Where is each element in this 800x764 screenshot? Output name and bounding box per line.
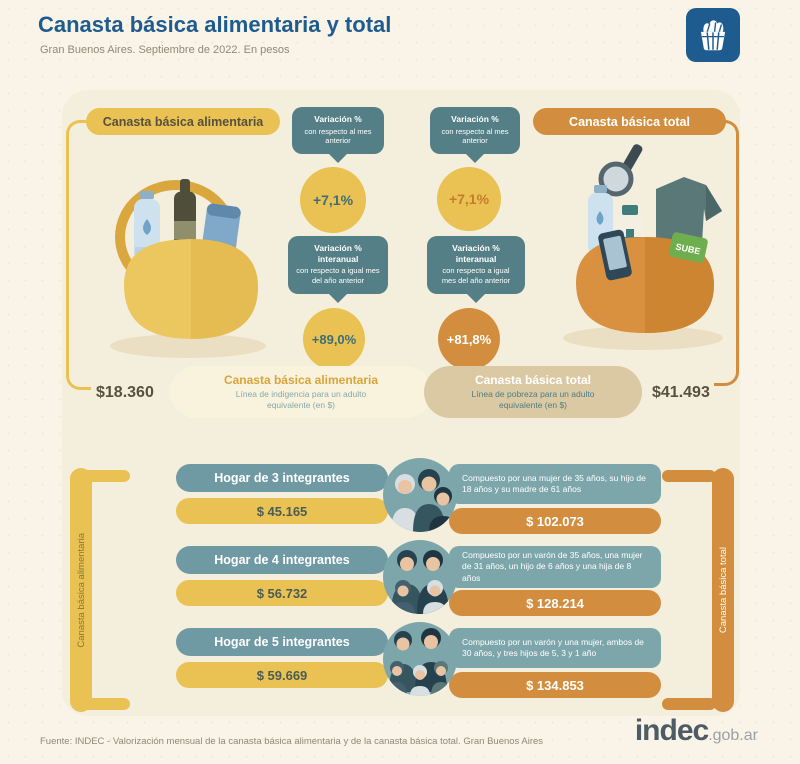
cbt-monthly-variation-bubble: Variación % con respecto al mes anterior xyxy=(430,107,520,155)
household-5-label: Hogar de 5 integrantes xyxy=(176,628,388,656)
food-basket-illustration xyxy=(88,134,288,362)
cba-banner-title: Canasta básica alimentaria xyxy=(223,372,379,387)
total-basket-illustration: SUBE xyxy=(538,126,738,354)
household-3-label: Hogar de 3 integrantes xyxy=(176,464,388,492)
cbt-bracket-stub-bottom xyxy=(662,698,716,710)
variation-label-rest: con respecto a igual mes del año anterio… xyxy=(296,266,380,285)
cba-bracket-stub-bottom xyxy=(80,698,130,710)
shopping-basket-icon xyxy=(700,20,726,51)
cba-monthly-variation-value: +7,1% xyxy=(300,167,366,233)
cbt-banner-title: Canasta básica total xyxy=(474,372,592,387)
page-title: Canasta básica alimentaria y total xyxy=(38,12,392,37)
cba-banner-subtitle: Línea de indigencia para un adulto equiv… xyxy=(235,388,367,410)
magnifier-icon xyxy=(598,144,643,197)
cba-adult-price: $18.360 xyxy=(96,384,154,401)
household-5-cbt-value: $ 134.853 xyxy=(449,672,661,698)
page-subtitle: Gran Buenos Aires. Septiembre de 2022. E… xyxy=(40,44,290,56)
variation-label-bold: Variación % interanual xyxy=(314,243,362,264)
cbt-yearly-variation-bubble: Variación % interanual con respecto a ig… xyxy=(427,236,525,294)
household-3-description: Compuesto por una mujer de 35 años, su h… xyxy=(449,464,661,504)
household-5-description: Compuesto por un varón y una mujer, ambo… xyxy=(449,628,661,668)
cbt-price-banner: Canasta básica total Línea de pobreza pa… xyxy=(424,366,642,418)
variation-label-bold: Variación % xyxy=(314,114,362,124)
household-3-family-illustration xyxy=(383,458,457,532)
variation-label-rest: con respecto al mes anterior xyxy=(304,126,372,146)
cba-side-label: Canasta básica alimentaria xyxy=(75,532,87,648)
variation-label-bold: Variación % interanual xyxy=(452,243,500,264)
household-5-family-illustration xyxy=(383,622,457,696)
cbt-connector-line xyxy=(714,120,739,386)
household-4-family-illustration xyxy=(383,540,457,614)
indec-wordmark: indec .gob.ar xyxy=(635,714,758,748)
phone-icon xyxy=(598,229,632,281)
cbt-monthly-variation-value: +7,1% xyxy=(437,167,501,231)
cbt-side-label: Canasta básica total xyxy=(717,546,729,634)
household-5-cba-value: $ 59.669 xyxy=(176,662,388,688)
indec-logo xyxy=(686,8,740,62)
sube-card-icon: SUBE xyxy=(668,232,708,263)
cbt-bracket-stub-top xyxy=(662,470,716,482)
cba-section-title: Canasta básica alimentaria xyxy=(86,108,280,135)
cba-side-bracket: Canasta básica alimentaria xyxy=(70,468,92,712)
household-3-cbt-value: $ 102.073 xyxy=(449,508,661,534)
basket-shadow xyxy=(110,334,266,358)
cbt-side-bracket: Canasta básica total xyxy=(712,468,734,712)
brand-indec: indec xyxy=(634,714,709,747)
cba-monthly-variation-bubble: Variación % con respecto al mes anterior xyxy=(292,107,384,155)
cba-bracket-stub-top xyxy=(80,470,130,482)
cba-yearly-variation-value: +89,0% xyxy=(303,308,365,370)
household-4-cba-value: $ 56.732 xyxy=(176,580,388,606)
household-4-cbt-value: $ 128.214 xyxy=(449,590,661,616)
household-3-cba-value: $ 45.165 xyxy=(176,498,388,524)
variation-label-rest: con respecto a igual mes del año anterio… xyxy=(441,266,511,285)
household-4-description: Compuesto por un varón de 35 años, una m… xyxy=(449,546,661,589)
basket-shading xyxy=(191,239,258,339)
cbt-section-title: Canasta básica total xyxy=(533,108,726,135)
variation-label-rest: con respecto al mes anterior xyxy=(441,126,509,146)
basket-shadow xyxy=(563,326,723,350)
household-4-label: Hogar de 4 integrantes xyxy=(176,546,388,574)
source-note: Fuente: INDEC - Valorización mensual de … xyxy=(40,736,544,747)
brand-gob-ar: .gob.ar xyxy=(708,727,758,744)
cba-connector-line xyxy=(66,120,91,390)
cba-yearly-variation-bubble: Variación % interanual con respecto a ig… xyxy=(288,236,388,294)
cbt-yearly-variation-value: +81,8% xyxy=(438,308,500,370)
cbt-adult-price: $41.493 xyxy=(652,384,710,401)
variation-label-bold: Variación % xyxy=(451,114,499,124)
cbt-banner-subtitle: Línea de pobreza para un adulto equivale… xyxy=(471,388,595,410)
cba-price-banner: Canasta básica alimentaria Línea de indi… xyxy=(170,366,432,418)
